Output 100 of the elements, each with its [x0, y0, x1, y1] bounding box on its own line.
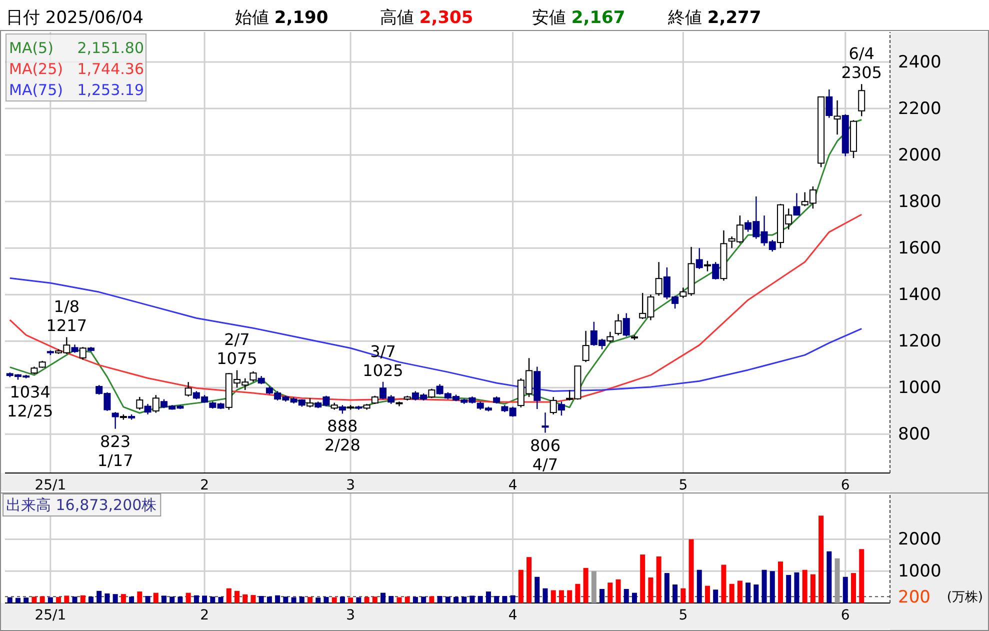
bar — [486, 592, 491, 603]
bar — [412, 596, 418, 603]
bar — [608, 582, 613, 603]
bar — [518, 570, 524, 603]
annotation: 3/7 1025 — [362, 342, 404, 380]
candlestick — [79, 346, 86, 360]
bar — [640, 554, 646, 603]
bar — [396, 597, 402, 603]
candlestick — [152, 394, 160, 414]
bar — [648, 577, 654, 603]
bar — [542, 588, 548, 603]
bar — [826, 551, 832, 603]
bar — [372, 596, 378, 603]
candlestick — [614, 314, 622, 336]
bar — [762, 570, 767, 603]
bar — [672, 584, 678, 603]
x-tick-label: 3 — [346, 607, 356, 624]
candlestick — [793, 192, 800, 216]
x-tick-label: 5 — [678, 607, 688, 624]
candlestick — [655, 261, 662, 296]
bar — [462, 596, 467, 603]
bar — [234, 590, 240, 603]
annotation: 888 2/28 — [324, 416, 360, 455]
bar — [356, 597, 362, 603]
candlestick — [306, 398, 314, 408]
bar — [688, 539, 694, 603]
candlestick — [144, 403, 152, 415]
bar — [802, 570, 808, 603]
bar — [624, 588, 629, 603]
annotation: 1034 12/25 — [7, 382, 54, 421]
bar — [818, 516, 824, 603]
bar — [64, 596, 70, 603]
bar — [380, 592, 386, 603]
bar — [850, 573, 856, 603]
bar — [704, 586, 710, 603]
bar — [754, 584, 759, 603]
bar — [72, 596, 78, 603]
bar — [210, 596, 216, 603]
bar — [778, 562, 783, 603]
text: 高値 2,305 — [380, 8, 474, 28]
x-tick-label: 2 — [200, 607, 210, 624]
candlestick — [858, 84, 866, 117]
y-tick-label: 2000 — [898, 145, 942, 166]
bar — [15, 598, 20, 603]
bar — [713, 590, 718, 603]
bar — [616, 579, 621, 603]
annotation: 2,151.80 — [77, 39, 144, 57]
y-tick-label: 2400 — [898, 52, 942, 72]
annotation: 2/7 1075 — [216, 330, 258, 368]
y-tick-label: 1000 — [898, 562, 942, 582]
bar — [404, 596, 410, 603]
bar — [32, 596, 37, 603]
y-tick-label: 2000 — [898, 530, 942, 550]
bar — [429, 596, 434, 603]
y-tick-label: 1400 — [898, 285, 942, 306]
bar — [242, 594, 248, 603]
bar — [266, 596, 272, 603]
bar — [575, 584, 580, 603]
candlestick — [428, 388, 436, 399]
bar — [696, 570, 702, 603]
bar — [258, 596, 264, 603]
bar — [558, 590, 564, 603]
bar — [194, 595, 199, 603]
bar — [96, 590, 102, 603]
bar — [291, 597, 296, 603]
x-tick-label: 4 — [508, 477, 518, 494]
x-tick-label: 6 — [840, 477, 850, 494]
y-tick-label: 1200 — [898, 332, 942, 352]
x-tick-label: 3 — [346, 477, 356, 494]
bar — [178, 596, 183, 603]
bar — [283, 596, 288, 603]
candlestick — [550, 396, 557, 415]
text: MA(25) — [9, 60, 63, 78]
bar — [770, 571, 775, 603]
x-tick-label: 4 — [508, 607, 518, 624]
bar — [445, 596, 450, 603]
bar — [120, 594, 126, 603]
bar — [786, 574, 792, 603]
bar — [591, 571, 596, 603]
bar — [656, 556, 662, 603]
bar — [567, 590, 572, 603]
annotation: 6/4 2305 — [841, 44, 882, 82]
ref-line-label: 200 — [898, 588, 930, 608]
text: 始値 2,190 — [235, 8, 328, 28]
bar — [510, 595, 516, 603]
bar — [721, 564, 726, 603]
bar — [316, 598, 321, 603]
bar — [129, 596, 134, 603]
bar — [112, 594, 118, 603]
candlestick — [712, 261, 720, 280]
y-tick-label: 800 — [898, 424, 930, 445]
bar — [478, 596, 483, 603]
annotation: 1,253.19 — [77, 81, 144, 99]
bar — [80, 595, 86, 603]
bar — [7, 597, 12, 603]
candlestick — [696, 247, 703, 270]
candlestick — [704, 260, 711, 272]
bar — [746, 582, 751, 603]
bar — [186, 592, 191, 603]
bar — [153, 592, 158, 603]
